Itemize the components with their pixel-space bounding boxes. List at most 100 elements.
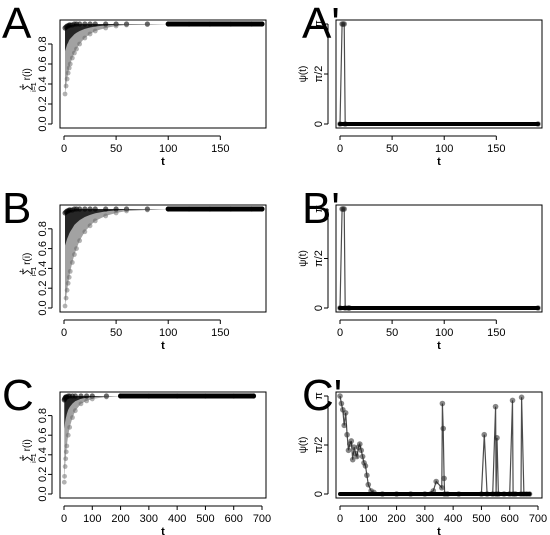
data-point-upper [113,206,119,212]
sum-upper-limit: t [19,457,26,459]
panel-label: C' [302,371,342,420]
data-point-upper [87,206,93,212]
data-point [359,453,366,460]
sum-term: r(i) [22,68,33,80]
data-point-lower [67,424,73,430]
y-tick-label: 0.6 [37,56,49,71]
x-tick-label: 0 [337,143,343,155]
data-point-lower [63,295,69,301]
plot-frame [59,19,267,129]
data-point-lower [67,61,73,67]
data-point [509,397,516,404]
y-tick-label: 0.6 [37,241,49,256]
data-point-lower [113,23,119,29]
point-cloud-envelope [64,396,254,483]
data-point-lower [87,31,93,37]
sum-term: r(i) [22,253,33,265]
x-tick-label: 300 [416,513,434,525]
panel-label: B' [302,184,340,233]
y-tick-label: π/2 [313,250,325,267]
data-point-lower [63,449,69,455]
data-point-lower [66,274,72,280]
y-axis-title: t∑i=1 r(i) [19,253,38,277]
panel-label: B [2,184,31,233]
data-point-lower [103,25,109,31]
x-tick-label: 100 [83,513,101,525]
data-point [439,484,445,491]
data-point-lower [72,408,78,414]
data-point-lower [113,210,119,216]
psi-series-line [339,23,538,125]
data-point-lower [64,76,70,82]
point-cloud-core [65,209,262,246]
psi-series-line [339,208,538,309]
y-tick-label: 0.2 [37,281,49,296]
y-tick-label: π/2 [313,437,325,454]
x-tick-label: 50 [386,327,398,339]
data-point-lower [64,287,70,293]
x-tick-label: 600 [225,513,243,525]
data-point [349,456,356,463]
data-point-lower [62,464,68,469]
x-tick-label: 200 [111,513,129,525]
y-tick-label: 0.8 [37,36,49,51]
data-point-lower [104,394,109,400]
plot-frame [335,204,543,313]
data-point-upper [87,21,93,27]
data-point-lower [124,22,129,28]
data-point-lower [87,223,93,229]
y-tick-label: 0.8 [37,408,49,423]
data-point [351,444,357,451]
data-point [439,400,446,407]
data-point-lower [65,280,71,286]
panel-b2: 0 50 100 150 t 0 π/2 π ψ(t) B' [298,184,543,352]
data-point [338,400,345,407]
data-point-lower [70,415,75,420]
data-point-lower [144,22,150,27]
data-point-lower [84,398,90,404]
panel-c2: 0 100 200 300 400 500 600 700 t 0 π/2 π ψ(t) C' [298,371,547,535]
data-point [337,393,343,399]
panel-label: A [2,0,32,48]
data-point-lower [92,28,98,34]
data-point-lower [62,303,68,309]
y-tick-label: 0.4 [37,76,49,91]
x-tick-label: 0 [337,513,343,525]
data-point [341,422,348,429]
x-axis-title: t [161,526,165,535]
x-tick-label: 500 [472,513,490,525]
data-point [342,410,349,416]
x-tick-label: 0 [61,513,67,525]
data-point [358,447,365,454]
y-axis-title: t∑i=1 r(i) [19,68,38,92]
data-point-lower [69,55,75,61]
sum-upper-limit: t [19,86,26,88]
data-point-lower [61,479,67,485]
x-tick-label: 50 [110,327,122,339]
plot-frame [59,391,267,499]
data-point-upper [77,21,83,27]
y-axis-title: ψ(t) [298,250,309,267]
data-point-upper [92,206,98,212]
x-tick-label: 50 [386,143,398,155]
x-tick-label: 100 [435,327,453,339]
y-tick-label: 0 [313,305,325,311]
y-axis-title: ψ(t) [298,437,309,454]
sum-symbol: ∑ [21,267,33,275]
data-point-lower [82,35,88,41]
y-tick-label: 0.0 [37,300,49,315]
x-tick-label: 500 [196,513,214,525]
sum-upper-limit: t [19,270,26,272]
x-axis-title: t [437,156,441,168]
x-tick-label: 300 [140,513,158,525]
panel-label: A' [302,0,340,48]
sum-symbol: ∑ [21,83,33,91]
x-tick-label: 200 [387,513,405,525]
x-tick-label: 600 [501,513,519,525]
data-point-lower [65,432,71,438]
y-tick-label: 0 [313,121,325,127]
data-point-lower [69,260,75,265]
y-tick-label: 0.4 [37,447,49,462]
data-point-lower [74,246,79,252]
